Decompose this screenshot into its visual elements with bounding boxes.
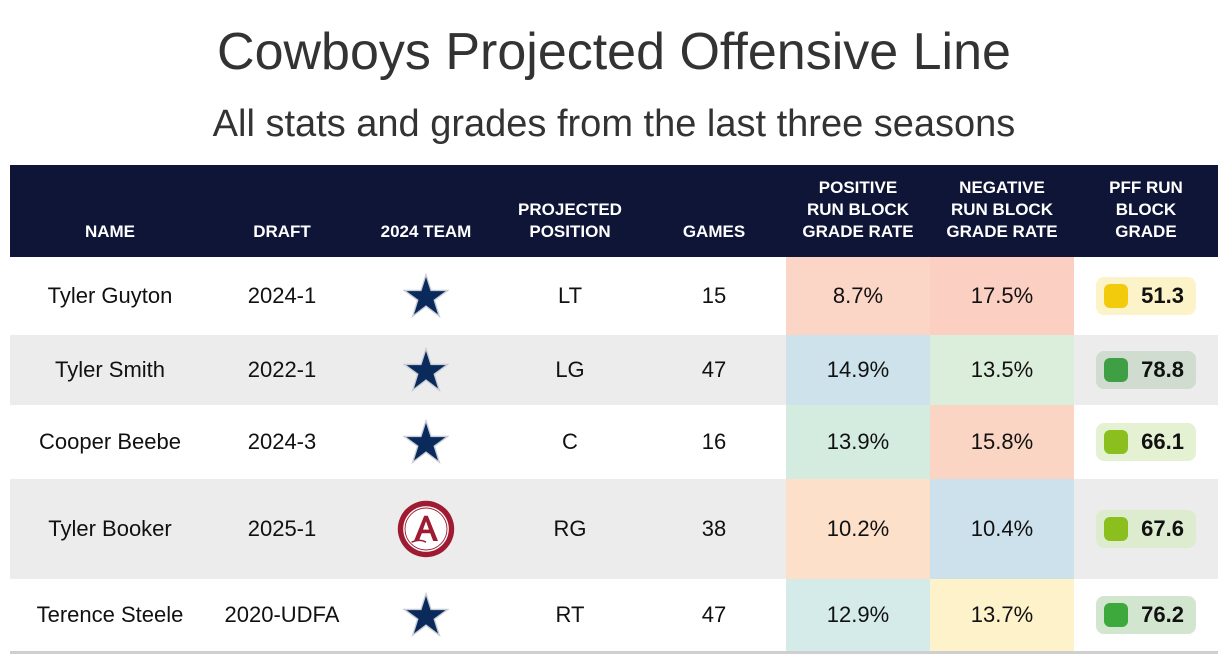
pff-grade-pill: 67.6 <box>1096 510 1196 548</box>
draft-value: 2024-3 <box>247 429 317 454</box>
table-row: Tyler Booker 2025-1 RG 38 10.2% 10.4% 67… <box>10 479 1218 579</box>
pff-grade-pill: 78.8 <box>1096 351 1196 389</box>
header-positive-line2: RUN BLOCK <box>806 200 909 219</box>
header-draft: DRAFT <box>210 165 354 257</box>
oline-table: NAME DRAFT 2024 TEAM PROJECTED POSITION G… <box>10 165 1218 651</box>
table-row: Cooper Beebe 2024-3 C 16 13.9% 15.8% 66.… <box>10 405 1218 479</box>
negative-rate-value: 15.8% <box>930 405 1074 479</box>
player-name: Terence Steele <box>36 602 184 627</box>
pff-grade-value: 51.3 <box>1141 283 1184 308</box>
grade-color-icon <box>1104 284 1128 308</box>
table-row: Tyler Smith 2022-1 LG 47 14.9% 13.5% 78.… <box>10 335 1218 405</box>
draft-value: 2025-1 <box>247 516 317 541</box>
header-pff-line3: GRADE <box>1115 222 1177 241</box>
team-cell <box>354 257 498 335</box>
header-name-label: NAME <box>84 222 136 241</box>
table-bottom-rule <box>10 651 1218 654</box>
pff-grade-cell: 67.6 <box>1074 479 1218 579</box>
negative-rate-value: 10.4% <box>930 479 1074 579</box>
grade-color-icon <box>1104 603 1128 627</box>
draft-value: 2020-UDFA <box>224 602 340 627</box>
header-negative-line3: GRADE RATE <box>946 222 1058 241</box>
header-negative-line2: RUN BLOCK <box>950 200 1053 219</box>
games-value: 47 <box>701 357 727 382</box>
positive-rate-value: 10.2% <box>786 479 930 579</box>
header-position-line2: POSITION <box>529 222 611 241</box>
position-value: RT <box>555 602 585 627</box>
header-positive-line1: POSITIVE <box>818 178 898 197</box>
pff-grade-value: 66.1 <box>1141 429 1184 454</box>
pff-grade-cell: 76.2 <box>1074 579 1218 651</box>
positive-rate-value: 8.7% <box>786 257 930 335</box>
header-positive-line3: GRADE RATE <box>802 222 914 241</box>
header-pff-grade: PFF RUN BLOCK GRADE <box>1074 165 1218 257</box>
header-positive-rate: POSITIVE RUN BLOCK GRADE RATE <box>786 165 930 257</box>
position-value: RG <box>553 516 587 541</box>
header-draft-label: DRAFT <box>253 222 311 241</box>
page-title: Cowboys Projected Offensive Line <box>217 23 1011 81</box>
team-cell <box>354 335 498 405</box>
table-row: Tyler Guyton 2024-1 LT 15 8.7% 17.5% 51.… <box>10 257 1218 335</box>
position-value: C <box>562 429 578 454</box>
header-negative-rate: NEGATIVE RUN BLOCK GRADE RATE <box>930 165 1074 257</box>
negative-rate-value: 13.7% <box>930 579 1074 651</box>
pff-grade-cell: 78.8 <box>1074 335 1218 405</box>
grade-color-icon <box>1104 430 1128 454</box>
cowboys-star-icon <box>403 273 449 319</box>
header-team: 2024 TEAM <box>354 165 498 257</box>
header-pff-line1: PFF RUN <box>1109 178 1183 197</box>
player-name: Tyler Guyton <box>47 283 173 308</box>
header-negative-line1: NEGATIVE <box>959 178 1045 197</box>
player-name: Tyler Smith <box>54 357 166 382</box>
table-row: Terence Steele 2020-UDFA RT 47 12.9% 13.… <box>10 579 1218 651</box>
cowboys-star-icon <box>403 419 449 465</box>
team-cell <box>354 579 498 651</box>
position-value: LT <box>557 283 583 308</box>
pff-grade-pill: 76.2 <box>1096 596 1196 634</box>
header-team-label: 2024 TEAM <box>380 222 472 241</box>
player-name: Cooper Beebe <box>39 429 181 454</box>
positive-rate-value: 14.9% <box>786 335 930 405</box>
grade-color-icon <box>1104 358 1128 382</box>
games-value: 47 <box>701 602 727 627</box>
header-pff-line2: BLOCK <box>1115 200 1177 219</box>
table-header: NAME DRAFT 2024 TEAM PROJECTED POSITION G… <box>10 165 1218 257</box>
games-value: 15 <box>701 283 727 308</box>
pff-grade-cell: 51.3 <box>1074 257 1218 335</box>
grade-color-icon <box>1104 517 1128 541</box>
pff-grade-value: 78.8 <box>1141 357 1184 382</box>
header-position: PROJECTED POSITION <box>498 165 642 257</box>
alabama-logo-icon <box>397 500 455 558</box>
pff-grade-value: 67.6 <box>1141 516 1184 541</box>
pff-grade-cell: 66.1 <box>1074 405 1218 479</box>
games-value: 16 <box>701 429 727 454</box>
header-name: NAME <box>10 165 210 257</box>
games-value: 38 <box>701 516 727 541</box>
pff-grade-value: 76.2 <box>1141 602 1184 627</box>
negative-rate-value: 17.5% <box>930 257 1074 335</box>
header-games-label: GAMES <box>682 222 746 241</box>
positive-rate-value: 13.9% <box>786 405 930 479</box>
pff-grade-pill: 51.3 <box>1096 277 1196 315</box>
player-name: Tyler Booker <box>48 516 172 541</box>
pff-grade-pill: 66.1 <box>1096 423 1196 461</box>
cowboys-star-icon <box>403 592 449 638</box>
table-body: Tyler Guyton 2024-1 LT 15 8.7% 17.5% 51.… <box>10 257 1218 651</box>
header-games: GAMES <box>642 165 786 257</box>
team-cell <box>354 479 498 579</box>
negative-rate-value: 13.5% <box>930 335 1074 405</box>
team-cell <box>354 405 498 479</box>
draft-value: 2022-1 <box>247 357 317 382</box>
position-value: LG <box>555 357 585 382</box>
cowboys-star-icon <box>403 347 449 393</box>
header-position-line1: PROJECTED <box>518 200 622 219</box>
positive-rate-value: 12.9% <box>786 579 930 651</box>
draft-value: 2024-1 <box>247 283 317 308</box>
page-subtitle: All stats and grades from the last three… <box>212 103 1016 145</box>
